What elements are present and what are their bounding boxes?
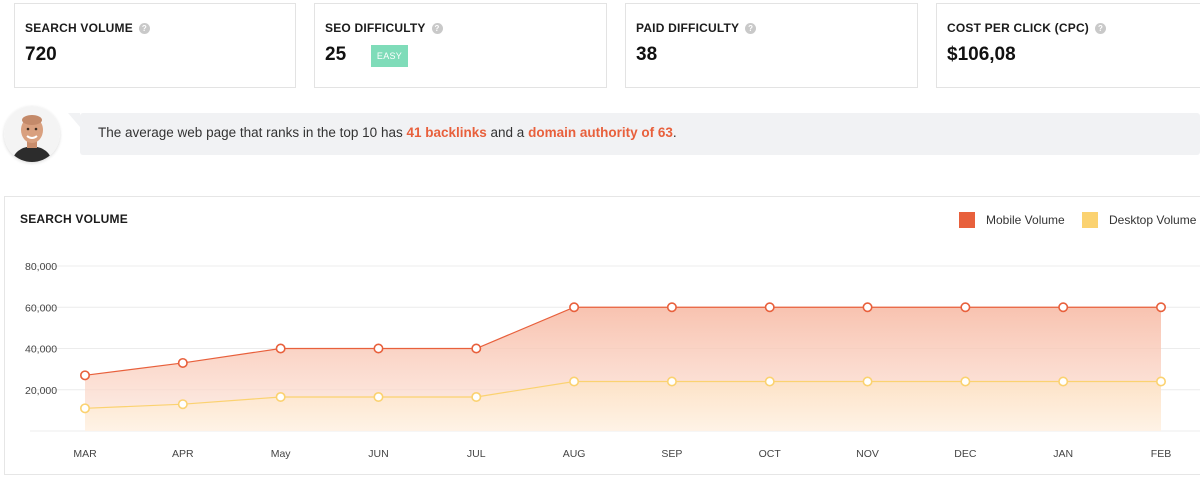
avatar (4, 106, 60, 162)
metric-card-cpc: COST PER CLICK (CPC) ? $106,08 (936, 3, 1200, 88)
y-tick-label: 20,000 (25, 385, 57, 397)
desktop-volume-point[interactable] (862, 376, 873, 387)
mobile-volume-point[interactable] (569, 302, 580, 313)
legend-swatch-mobile (959, 212, 975, 228)
mobile-volume-point[interactable] (666, 302, 677, 313)
desktop-volume-point[interactable] (569, 376, 580, 387)
legend-desktop[interactable]: Desktop Volume (1082, 212, 1196, 228)
desktop-volume-point[interactable] (373, 391, 384, 402)
metric-label: PAID DIFFICULTY ? (636, 21, 757, 35)
avatar-portrait-icon (4, 106, 60, 162)
x-tick-label: DEC (954, 448, 977, 460)
desktop-volume-point[interactable] (471, 391, 482, 402)
tip-prefix: The average web page that ranks in the t… (98, 125, 407, 140)
question-mark-icon[interactable]: ? (431, 22, 443, 34)
question-mark-icon[interactable]: ? (745, 22, 757, 34)
metric-card-search-volume: SEARCH VOLUME ? 720 (14, 3, 296, 88)
x-tick-label: May (271, 448, 292, 460)
tip-backlinks: 41 backlinks (406, 125, 487, 140)
x-tick-label: JUL (467, 448, 486, 460)
x-tick-label: FEB (1151, 448, 1171, 460)
metric-value: $106,08 (947, 44, 1016, 65)
legend-label-mobile: Mobile Volume (986, 213, 1065, 227)
x-tick-label: OCT (759, 448, 782, 460)
x-tick-label: MAR (73, 448, 97, 460)
tip-domain-authority: domain authority of 63 (528, 125, 673, 140)
desktop-volume-area (85, 381, 1161, 431)
mobile-volume-point[interactable] (960, 302, 971, 313)
question-mark-icon[interactable]: ? (1095, 22, 1106, 34)
desktop-volume-point[interactable] (666, 376, 677, 387)
search-volume-chart-card: SEARCH VOLUME Mobile Volume Desktop Volu… (4, 196, 1200, 475)
desktop-volume-line (84, 380, 1161, 409)
x-tick-label: SEP (661, 448, 682, 460)
mobile-volume-point[interactable] (275, 343, 286, 354)
mobile-volume-point[interactable] (471, 343, 482, 354)
search-volume-chart: 80,000 60,000 40,000 20,000 MAR APR May JUN JUL A… (25, 261, 1200, 460)
y-tick-label: 40,000 (25, 344, 57, 356)
metric-card-seo-difficulty: SEO DIFFICULTY ? 25 EASY (314, 3, 607, 88)
x-tick-label: JUN (368, 448, 388, 460)
desktop-volume-point[interactable] (1156, 376, 1167, 387)
x-tick-label: JAN (1053, 448, 1073, 460)
mobile-volume-point[interactable] (373, 343, 384, 354)
metric-label: SEO DIFFICULTY ? (325, 21, 443, 35)
mobile-volume-point[interactable] (764, 302, 775, 313)
mobile-volume-point[interactable] (80, 370, 91, 381)
mobile-volume-point[interactable] (862, 302, 873, 313)
y-tick-label: 60,000 (25, 302, 57, 314)
tip-bubble: The average web page that ranks in the t… (68, 113, 1200, 155)
metric-card-paid-difficulty: PAID DIFFICULTY ? 38 (625, 3, 918, 88)
metric-value: 720 (25, 44, 57, 65)
metric-label-text: SEARCH VOLUME (25, 21, 133, 35)
legend-label-desktop: Desktop Volume (1109, 213, 1197, 227)
mobile-volume-point[interactable] (1058, 302, 1069, 313)
legend-mobile[interactable]: Mobile Volume (959, 212, 1065, 228)
tip-middle: and a (486, 125, 529, 140)
metric-value: 25 (325, 44, 347, 65)
legend-swatch-desktop (1082, 212, 1098, 228)
metric-label-text: COST PER CLICK (CPC) (947, 21, 1089, 35)
metric-value: 38 (636, 44, 658, 65)
x-tick-label: NOV (856, 448, 879, 460)
tip-text: The average web page that ranks in the t… (98, 125, 677, 140)
desktop-volume-point[interactable] (960, 376, 971, 387)
desktop-volume-point[interactable] (1058, 376, 1069, 387)
mobile-volume-point[interactable] (177, 357, 188, 368)
metric-label-text: PAID DIFFICULTY (636, 21, 740, 35)
desktop-volume-point[interactable] (80, 403, 91, 414)
mobile-volume-line (84, 306, 1161, 376)
question-mark-icon[interactable]: ? (138, 22, 150, 34)
desktop-volume-point[interactable] (177, 399, 188, 410)
metric-label: COST PER CLICK (CPC) ? (947, 21, 1106, 35)
tip-suffix: . (672, 125, 677, 140)
metric-label-text: SEO DIFFICULTY (325, 21, 426, 35)
x-tick-label: AUG (563, 448, 586, 460)
difficulty-badge: EASY (371, 45, 408, 67)
desktop-volume-point[interactable] (275, 391, 286, 402)
mobile-volume-point[interactable] (1156, 302, 1167, 313)
desktop-volume-point[interactable] (764, 376, 775, 387)
x-tick-label: APR (172, 448, 194, 460)
y-tick-label: 80,000 (25, 261, 57, 273)
chart-title: SEARCH VOLUME (20, 212, 128, 226)
metric-label: SEARCH VOLUME ? (25, 21, 150, 35)
tip-row: The average web page that ranks in the t… (0, 100, 1200, 170)
